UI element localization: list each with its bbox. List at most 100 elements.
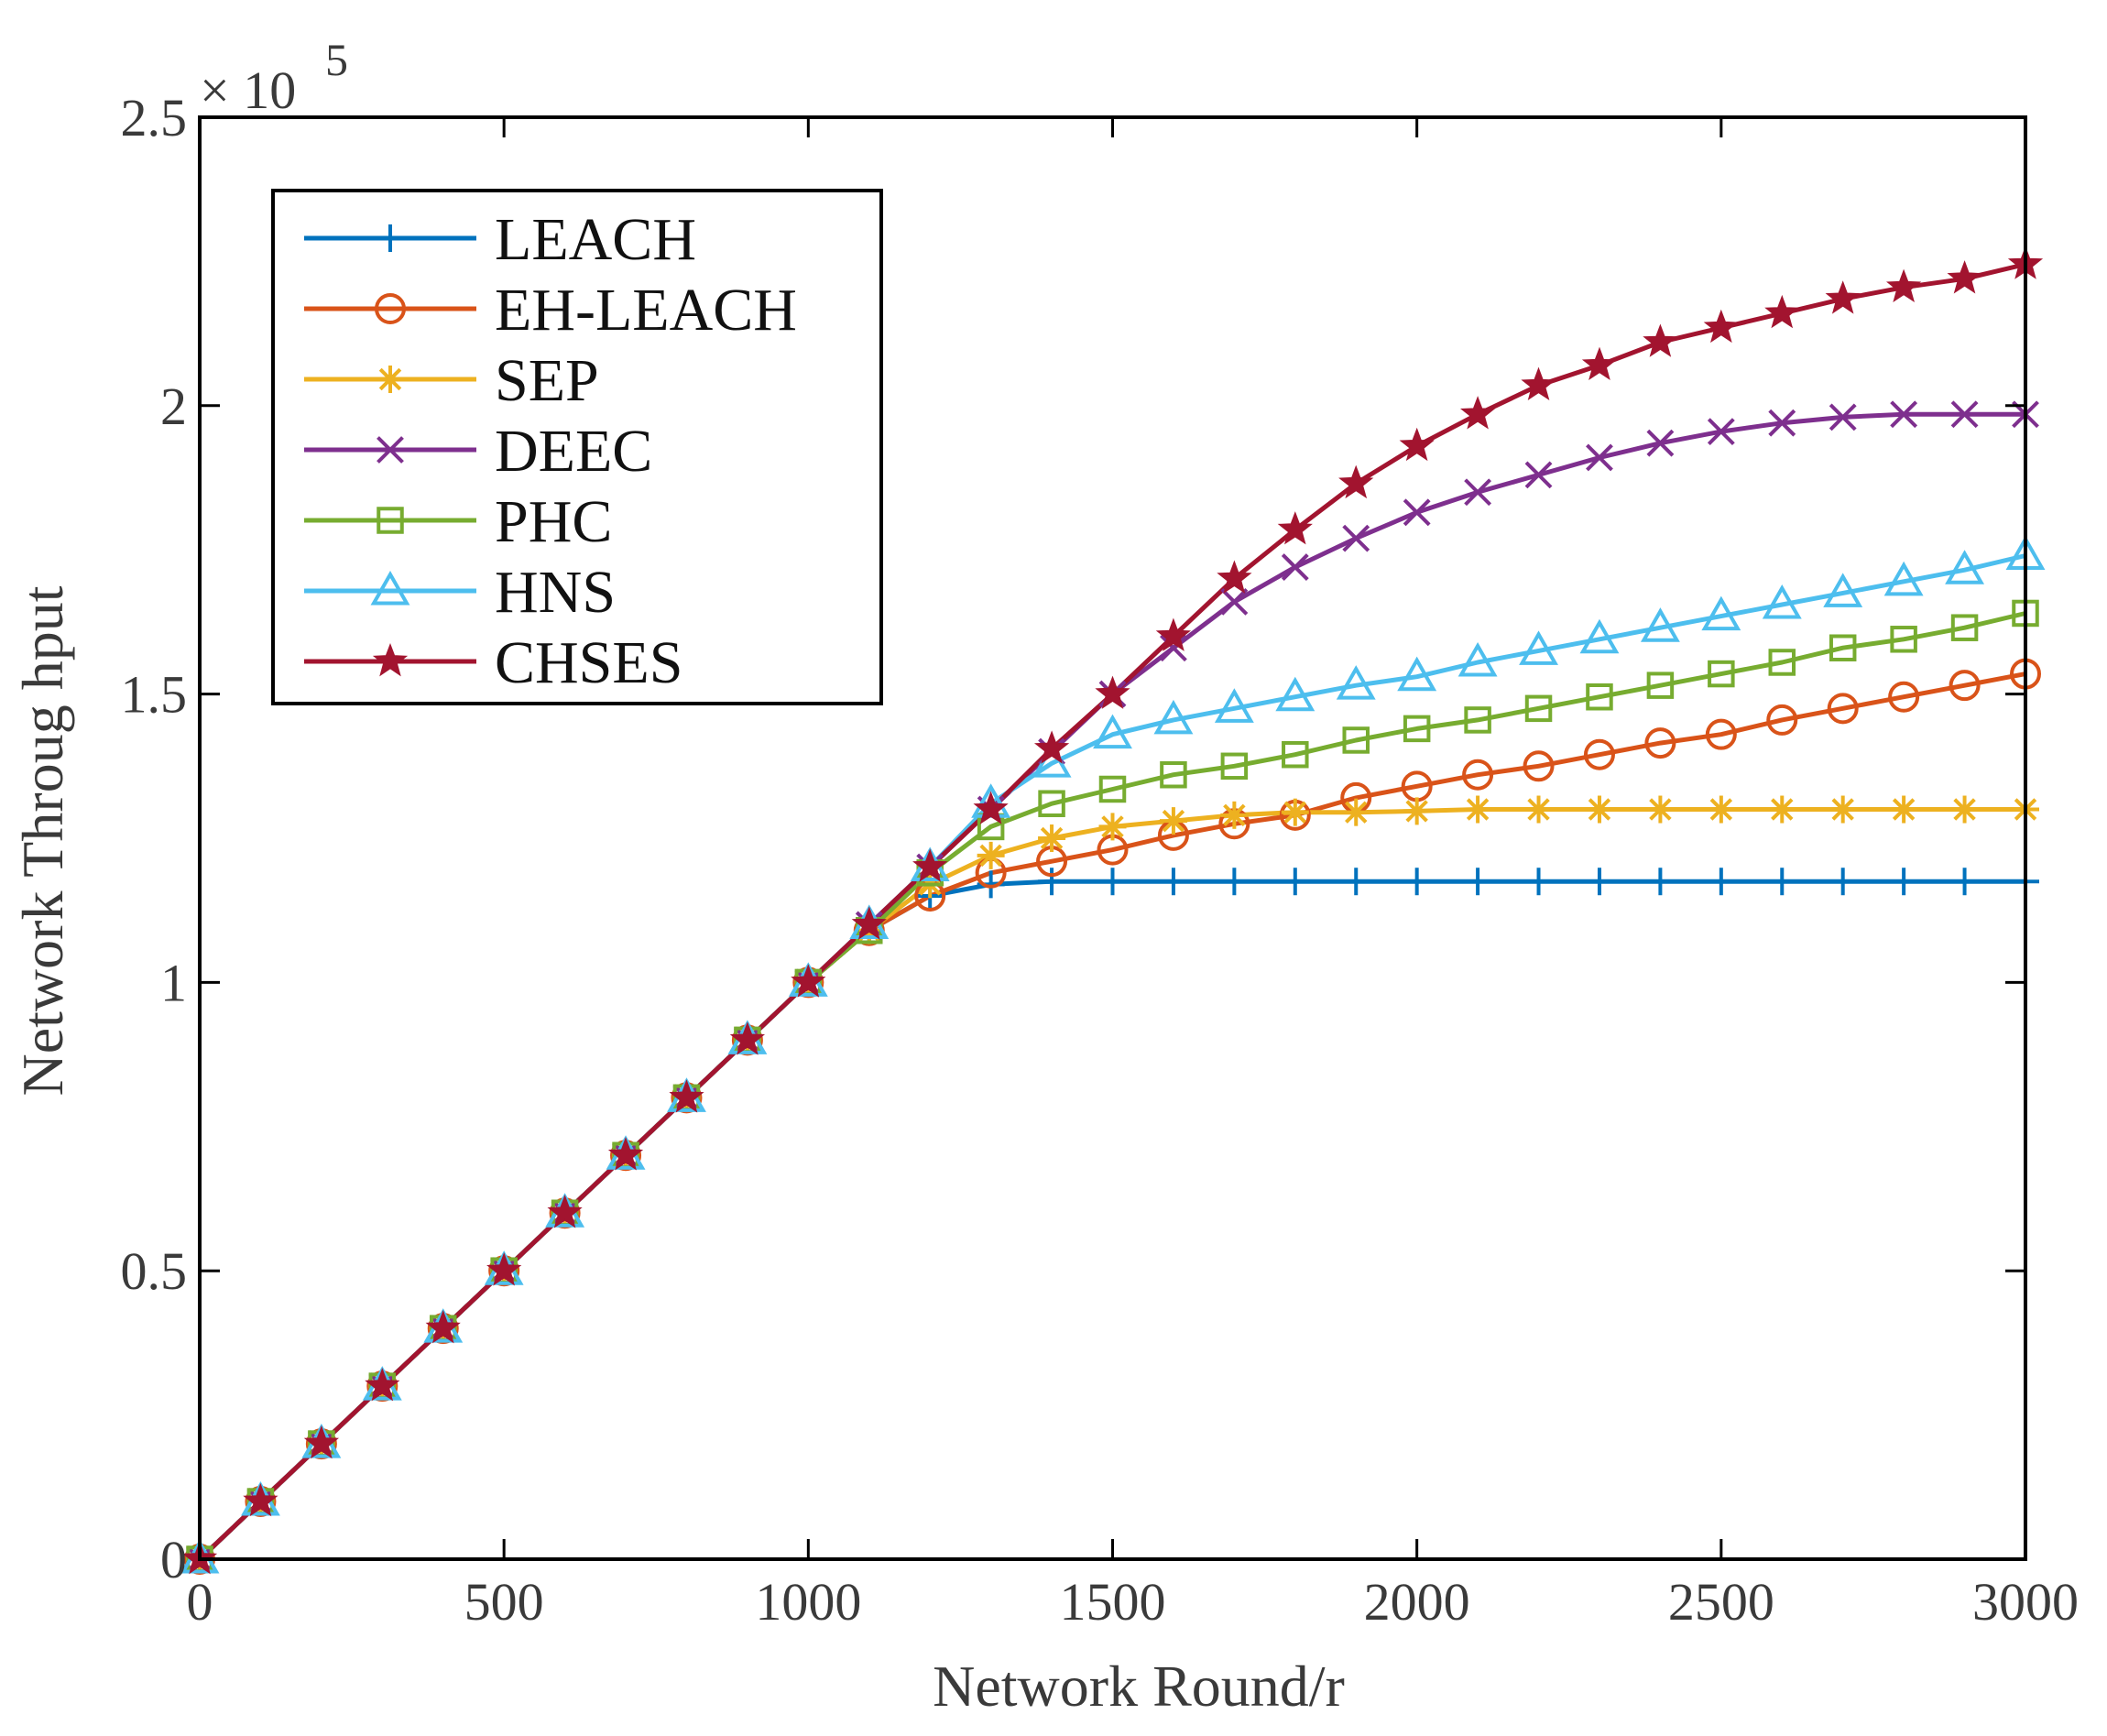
series-markers bbox=[180, 246, 2046, 1575]
data-point-leach bbox=[1220, 868, 1249, 896]
legend-entry: PHC bbox=[304, 488, 612, 555]
legend-label: DEEC bbox=[495, 418, 652, 485]
data-point-sep bbox=[1159, 807, 1187, 835]
data-point-deec bbox=[1890, 400, 1918, 429]
data-point-sep bbox=[1098, 813, 1127, 841]
data-point-deec bbox=[1829, 403, 1857, 431]
data-point-eh-leach bbox=[1462, 759, 1494, 791]
legend-entry: HNS bbox=[304, 559, 616, 626]
data-point-phc bbox=[1342, 726, 1370, 754]
data-point-chses bbox=[547, 1195, 583, 1228]
legend-label: LEACH bbox=[495, 206, 696, 273]
data-point-leach bbox=[1464, 868, 1492, 896]
data-point-deec bbox=[1160, 634, 1187, 662]
data-point-eh-leach bbox=[1827, 693, 1859, 725]
data-point-sep bbox=[1281, 798, 1309, 826]
data-point-sep bbox=[1829, 795, 1857, 824]
data-point-chses bbox=[1885, 268, 1922, 303]
legend-entry: LEACH bbox=[304, 206, 696, 273]
x-tick-label: 1000 bbox=[755, 1572, 861, 1632]
data-point-sep bbox=[1220, 801, 1249, 829]
data-point-chses bbox=[1825, 280, 1861, 314]
data-point-phc bbox=[1220, 752, 1249, 781]
data-point-chses bbox=[1033, 730, 1070, 764]
legend-marker bbox=[377, 436, 404, 464]
legend-marker bbox=[377, 507, 404, 534]
data-point-eh-leach bbox=[1583, 738, 1615, 770]
data-point-phc bbox=[1464, 706, 1491, 734]
data-point-phc bbox=[1890, 626, 1917, 653]
x-tick-label: 0 bbox=[187, 1572, 213, 1632]
x-tick-label: 500 bbox=[464, 1572, 544, 1632]
data-point-phc bbox=[1282, 740, 1309, 769]
data-point-deec bbox=[1524, 461, 1553, 489]
data-point-sep bbox=[1646, 795, 1675, 824]
data-point-leach bbox=[1950, 868, 1979, 896]
data-point-chses bbox=[669, 1079, 704, 1113]
data-point-sep bbox=[1038, 824, 1066, 852]
data-point-hns bbox=[1823, 573, 1863, 607]
data-point-hns bbox=[1762, 584, 1802, 619]
data-point-leach bbox=[1038, 868, 1066, 896]
data-point-leach bbox=[1342, 868, 1370, 896]
data-point-chses bbox=[1095, 675, 1130, 709]
y-tick-label: 1.5 bbox=[121, 665, 188, 725]
data-point-deec bbox=[1707, 418, 1735, 446]
data-point-eh-leach bbox=[1949, 670, 1981, 702]
data-point-deec bbox=[1646, 429, 1675, 457]
data-point-hns bbox=[1214, 688, 1254, 723]
data-point-leach bbox=[1829, 868, 1857, 896]
data-point-phc bbox=[1586, 682, 1613, 711]
data-point-phc bbox=[1098, 775, 1127, 803]
data-point-chses bbox=[243, 1482, 278, 1517]
data-point-chses bbox=[1947, 260, 1982, 294]
x-tick-label: 2500 bbox=[1668, 1572, 1774, 1632]
x-tick-label: 2000 bbox=[1364, 1572, 1470, 1632]
data-point-chses bbox=[729, 1021, 766, 1055]
legend-box bbox=[271, 189, 883, 705]
data-point-hns bbox=[1093, 714, 1132, 749]
data-point-phc bbox=[1646, 671, 1675, 699]
data-point-hns bbox=[1397, 656, 1437, 692]
data-point-sep bbox=[977, 841, 1005, 869]
data-point-chses bbox=[791, 964, 826, 998]
data-point-hns bbox=[1579, 618, 1620, 654]
data-point-hns bbox=[1640, 607, 1680, 642]
data-point-eh-leach bbox=[1523, 750, 1555, 782]
data-point-leach bbox=[1403, 868, 1431, 896]
legend-label: HNS bbox=[495, 559, 616, 626]
data-point-chses bbox=[1643, 323, 1678, 357]
data-point-hns bbox=[1519, 630, 1558, 665]
data-point-chses bbox=[303, 1425, 340, 1459]
data-point-deec bbox=[1281, 553, 1309, 582]
data-point-phc bbox=[1403, 715, 1431, 743]
y-tick-label: 1 bbox=[160, 953, 187, 1012]
y-scale-exponent: 5 bbox=[325, 34, 348, 85]
data-point-chses bbox=[1155, 617, 1192, 651]
x-tick-label: 3000 bbox=[1972, 1572, 2079, 1632]
data-point-hns bbox=[1883, 561, 1924, 596]
data-point-leach bbox=[1159, 868, 1187, 896]
legend-marker bbox=[377, 366, 404, 393]
data-point-hns bbox=[1457, 641, 1498, 677]
data-point-eh-leach bbox=[1705, 718, 1737, 750]
data-point-leach bbox=[1768, 868, 1796, 896]
data-point-sep bbox=[1342, 798, 1370, 826]
legend-marker bbox=[375, 293, 406, 324]
data-point-phc bbox=[1524, 694, 1553, 723]
data-point-chses bbox=[1338, 464, 1374, 499]
data-point-deec bbox=[1220, 587, 1249, 616]
data-point-sep bbox=[1950, 795, 1979, 824]
data-point-sep bbox=[1707, 795, 1735, 824]
data-point-leach bbox=[1585, 868, 1613, 896]
data-point-phc bbox=[1708, 660, 1735, 688]
data-point-eh-leach bbox=[1644, 727, 1676, 759]
data-point-chses bbox=[851, 906, 887, 940]
axes: 0 500 1000 1500 2000 2500 3000 0 0.5 1 1.5 2 2.5 bbox=[121, 88, 2080, 1632]
data-point-deec bbox=[1950, 400, 1979, 429]
data-point-hns bbox=[1153, 699, 1194, 735]
y-axis-label: Network Throug hput bbox=[10, 585, 75, 1096]
data-point-eh-leach bbox=[1888, 681, 1920, 713]
